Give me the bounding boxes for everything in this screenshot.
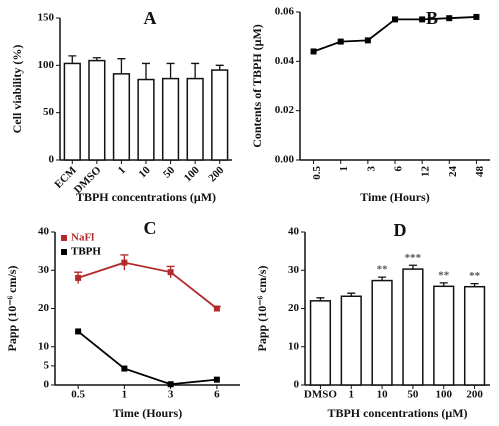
- y-tick-label: 30: [38, 264, 50, 276]
- line: [77, 261, 218, 310]
- x-tick-label: 1: [122, 389, 128, 401]
- y-axis-label: Papp (10⁻⁶ cm/s): [255, 266, 269, 352]
- y-tick-label: 10: [288, 340, 300, 352]
- x-axis-label: Time (Hours): [113, 406, 182, 420]
- marker: [446, 15, 453, 22]
- x-tick-label: 200: [466, 389, 483, 401]
- y-axis-label: Contents of TBPH (μM): [250, 24, 264, 148]
- legend-marker: [61, 249, 67, 255]
- legend-label: NaFl: [71, 232, 94, 244]
- marker: [473, 13, 480, 20]
- y-tick-label: 0: [294, 379, 300, 391]
- x-tick-label: 10: [377, 389, 389, 401]
- marker: [75, 274, 82, 281]
- marker: [364, 37, 371, 44]
- marker: [213, 305, 220, 312]
- x-tick-label: 6: [393, 166, 405, 172]
- bar: [137, 78, 155, 161]
- bar: [211, 69, 229, 161]
- bar: [88, 59, 106, 161]
- y-tick-label: 20: [38, 302, 50, 314]
- y-tick-label: 0.06: [275, 6, 295, 18]
- bar: [340, 295, 362, 386]
- y-axis-label: Cell viability (%): [10, 45, 24, 134]
- x-tick-label: 24: [447, 166, 459, 178]
- x-tick-label: 12: [420, 166, 432, 178]
- panel-title: D: [394, 220, 407, 240]
- marker: [167, 269, 174, 276]
- marker: [167, 381, 174, 388]
- bar: [186, 77, 204, 161]
- marker: [75, 328, 82, 335]
- x-tick-label: 10: [136, 164, 153, 181]
- y-tick-label: 5: [44, 359, 50, 371]
- y-tick-label: 50: [43, 106, 55, 118]
- x-tick-label: 100: [436, 389, 453, 401]
- x-tick-label: 3: [365, 166, 377, 172]
- line: [77, 330, 217, 386]
- x-tick-label: 6: [214, 389, 220, 401]
- x-tick-label: 50: [407, 389, 419, 401]
- x-tick-label: 1: [338, 166, 350, 172]
- x-axis-label: Time (Hours): [360, 190, 429, 204]
- y-tick-label: 40: [288, 226, 300, 238]
- y-tick-label: 0.02: [275, 104, 295, 116]
- bar: [402, 268, 424, 386]
- x-tick-label: 0.5: [71, 389, 85, 401]
- bar: [112, 73, 131, 161]
- marker: [213, 376, 220, 383]
- bar: [433, 285, 455, 386]
- y-tick-label: 10: [38, 340, 50, 352]
- y-tick-label: 20: [288, 302, 300, 314]
- x-tick-label: DMSO: [304, 389, 337, 401]
- x-axis-label: TBPH concentrations (μM): [76, 190, 216, 204]
- x-tick-label: 200: [206, 164, 227, 185]
- y-tick-label: 0.00: [275, 154, 295, 166]
- y-tick-label: 150: [38, 12, 55, 24]
- x-tick-label: 0.5: [311, 166, 323, 180]
- legend-label: TBPH: [71, 246, 101, 258]
- marker: [121, 259, 128, 266]
- x-tick-label: 1: [349, 389, 355, 401]
- x-tick-label: 50: [161, 164, 178, 181]
- bar: [161, 77, 180, 161]
- x-tick-label: 48: [474, 166, 486, 178]
- x-tick-label: 100: [182, 164, 203, 185]
- legend-marker: [61, 235, 67, 241]
- y-tick-label: 0: [49, 154, 55, 166]
- panel-title: C: [144, 218, 157, 238]
- marker: [392, 16, 398, 23]
- significance-label: **: [438, 269, 450, 281]
- bar: [463, 285, 486, 386]
- bar: [63, 62, 81, 161]
- marker: [419, 16, 426, 23]
- bar: [309, 300, 332, 386]
- marker: [121, 365, 128, 372]
- marker: [337, 38, 344, 45]
- y-tick-label: 0: [44, 379, 50, 391]
- x-tick-label: 1: [116, 164, 128, 176]
- significance-label: **: [377, 264, 389, 276]
- x-tick-label: 3: [168, 389, 174, 401]
- significance-label: **: [469, 270, 481, 282]
- bar: [371, 279, 393, 386]
- significance-label: ***: [405, 252, 422, 264]
- y-tick-label: 100: [38, 59, 55, 71]
- y-tick-label: 0.04: [275, 55, 295, 67]
- x-axis-label: TBPH concentrations (μM): [327, 406, 467, 420]
- y-tick-label: 30: [288, 264, 300, 276]
- y-tick-label: 40: [38, 226, 50, 238]
- panel-title: A: [144, 8, 157, 28]
- y-axis-label: Papp (10⁻⁶ cm/s): [5, 266, 19, 352]
- marker: [310, 48, 317, 55]
